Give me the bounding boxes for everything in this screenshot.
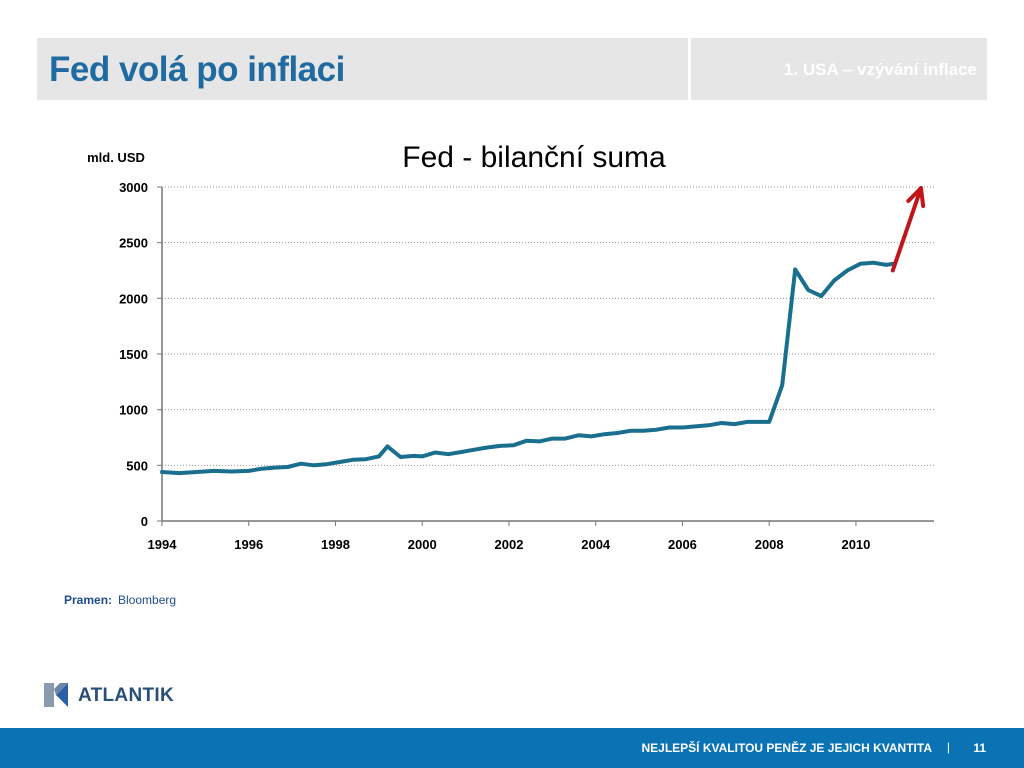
x-tick-label: 2000 — [408, 537, 437, 552]
logo-text: ATLANTIK — [78, 685, 174, 706]
grid — [162, 186, 934, 466]
trend-arrow-shaft — [890, 186, 923, 273]
y-tick-label: 500 — [126, 458, 148, 473]
x-tick-label: 2004 — [581, 537, 611, 552]
atlantik-logo-icon — [44, 683, 68, 707]
x-tick-label: 2008 — [755, 537, 784, 552]
source-label: Pramen: — [64, 593, 113, 607]
company-logo: ATLANTIK — [44, 683, 174, 707]
source-value: Bloomberg — [118, 593, 177, 607]
slide-header: Fed volá po inflaci 1. USA – vzývání inf… — [37, 38, 987, 100]
y-tick-label: 1500 — [119, 347, 148, 362]
footer-bar: NEJLEPŠÍ KVALITOU PENĚZ JE JEJICH KVANTI… — [0, 728, 1024, 768]
axes — [157, 186, 934, 526]
y-tick-label: 3000 — [119, 180, 148, 195]
y-tick-labels: 0 500 1000 1500 2000 2500 3000 — [119, 180, 148, 529]
footer-tagline: NEJLEPŠÍ KVALITOU PENĚZ JE JEJICH KVANTI… — [641, 741, 933, 755]
header-divider — [688, 38, 691, 100]
y-tick-label: 0 — [141, 514, 148, 529]
source-note: Pramen: Bloomberg — [64, 593, 176, 607]
chart: Fed - bilanční suma mld. USD 0 500 1000 150… — [87, 141, 934, 552]
x-tick-label: 1996 — [234, 537, 263, 552]
slide-title: Fed volá po inflaci — [49, 50, 345, 89]
chart-title: Fed - bilanční suma — [402, 141, 666, 174]
x-tick-label: 1994 — [148, 537, 178, 552]
y-tick-label: 2500 — [119, 236, 148, 251]
y-axis-label: mld. USD — [87, 150, 145, 165]
section-label: 1. USA – vzývání inflace — [783, 60, 977, 79]
x-tick-label: 2010 — [841, 537, 870, 552]
y-tick-label: 1000 — [119, 403, 148, 418]
x-tick-labels: 1994 1996 1998 2000 2002 2004 2006 2008 2010 — [148, 537, 871, 552]
series-line — [160, 260, 895, 476]
x-tick-label: 2006 — [668, 537, 697, 552]
plot-area — [160, 186, 926, 476]
trend-arrow-head — [906, 186, 926, 208]
y-tick-label: 2000 — [119, 291, 148, 306]
x-tick-label: 1998 — [321, 537, 350, 552]
x-tick-label: 2002 — [495, 537, 524, 552]
page-number: 11 — [973, 741, 986, 755]
footer-separator: | — [946, 740, 950, 754]
